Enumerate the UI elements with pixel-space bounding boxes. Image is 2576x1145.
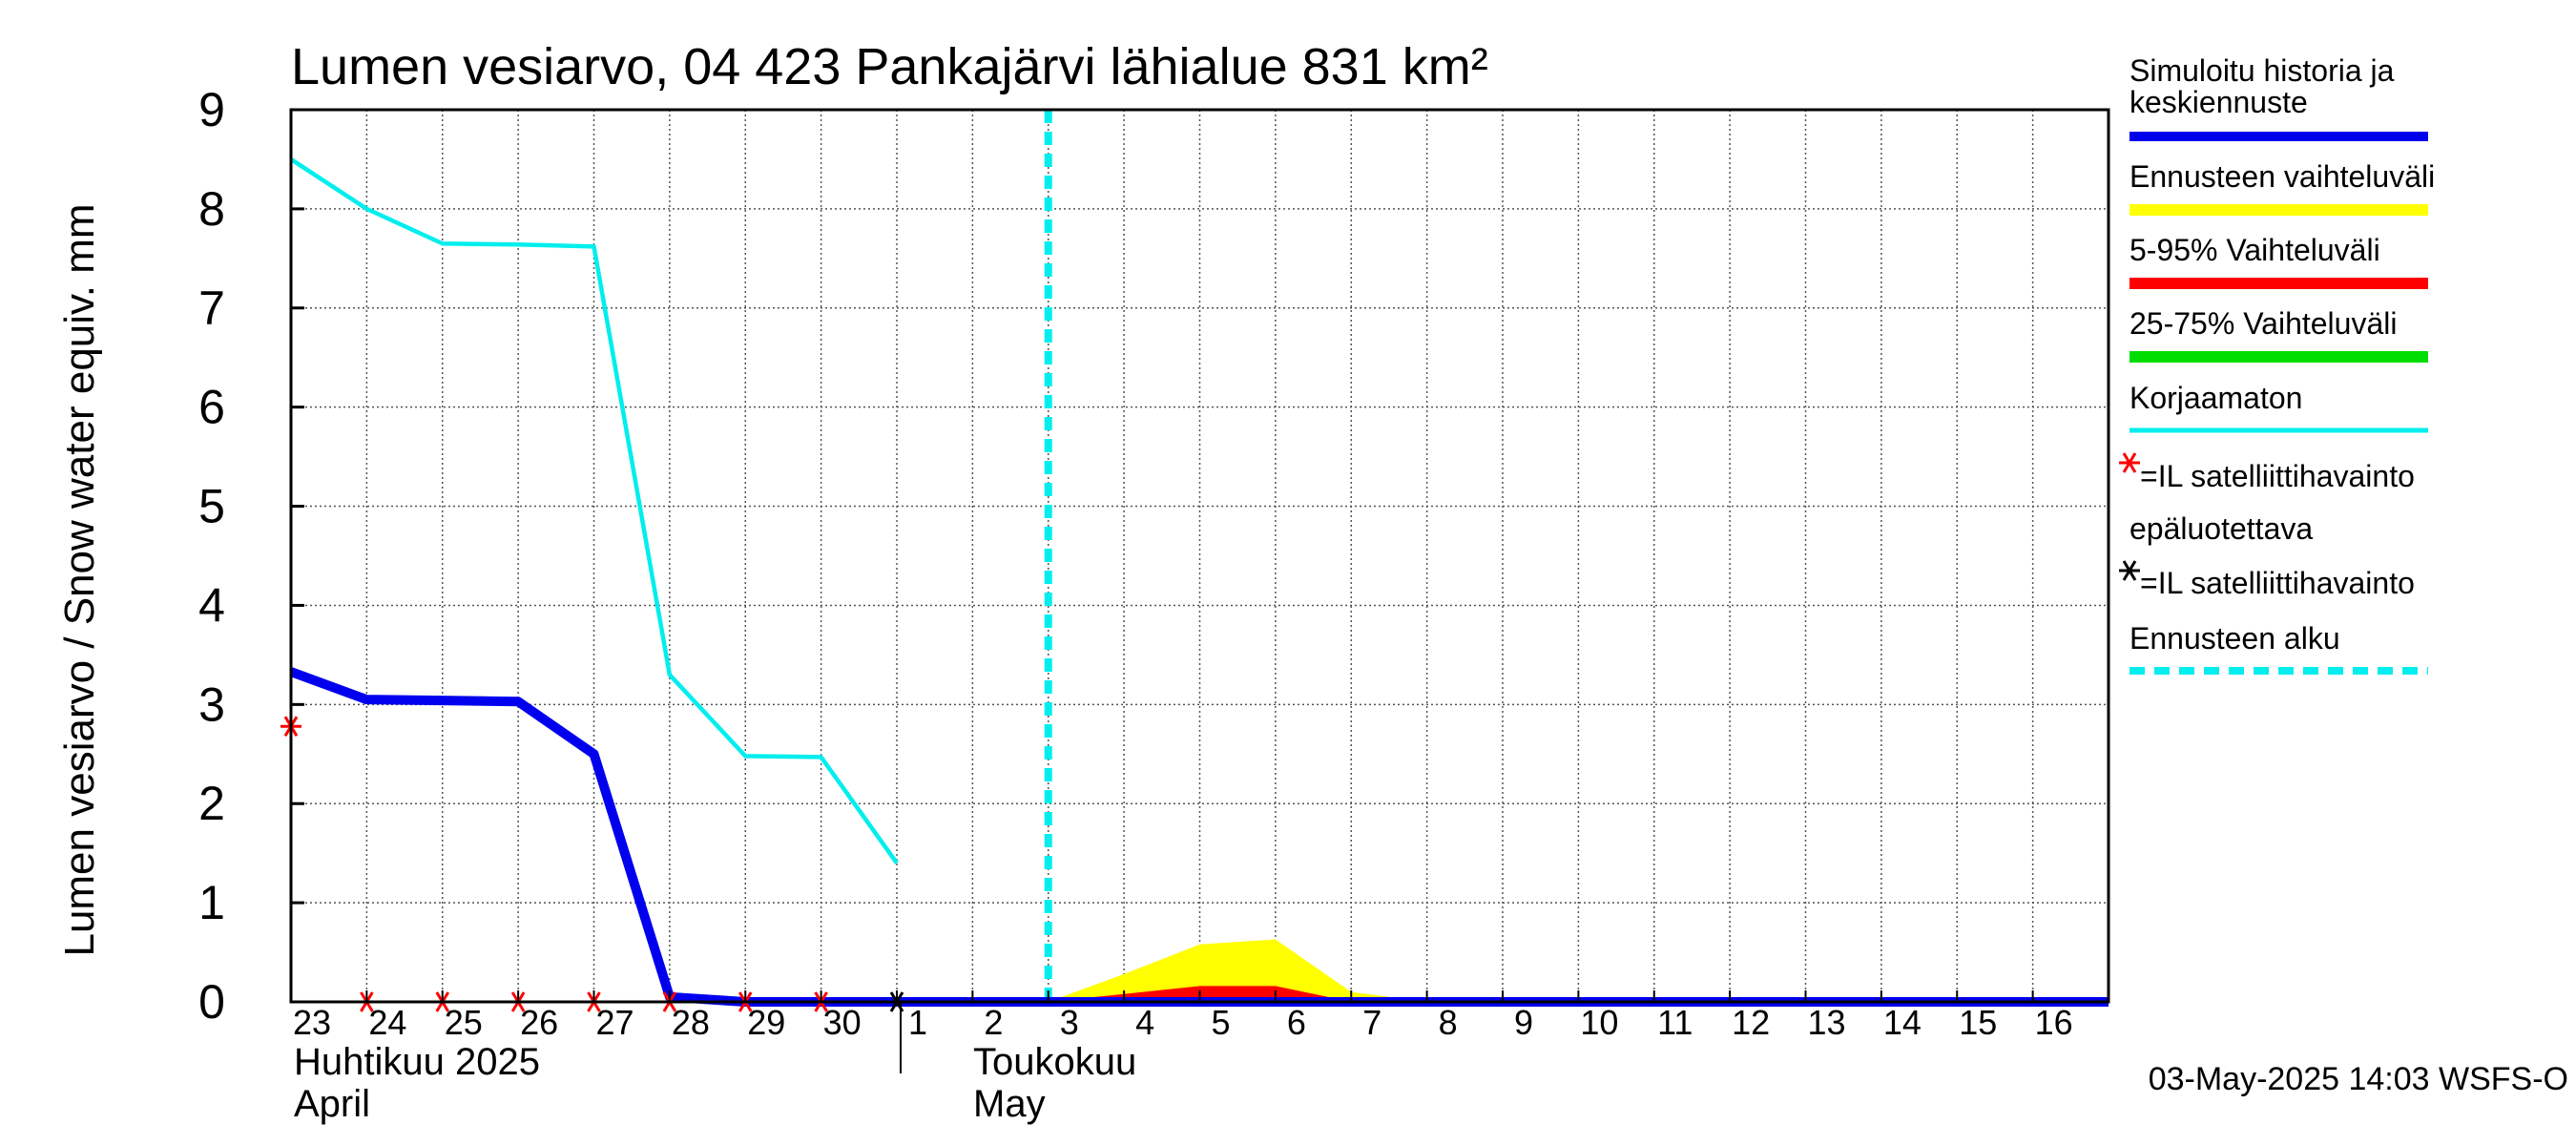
x-tick-label: 14 <box>1883 1003 1922 1042</box>
x-tick-label: 28 <box>672 1003 710 1042</box>
legend-simulated-label-1: Simuloitu historia ja <box>2129 53 2395 88</box>
y-tick-label: 3 <box>198 677 225 731</box>
legend-forecast-start-label: Ennusteen alku <box>2129 621 2340 656</box>
legend-simulated-label-2: keskiennuste <box>2129 85 2308 119</box>
x-tick-label: 23 <box>293 1003 331 1042</box>
y-tick-label: 9 <box>198 83 225 136</box>
x-tick-label: 13 <box>1807 1003 1845 1042</box>
x-tick-label: 27 <box>595 1003 634 1042</box>
y-tick-label: 0 <box>198 975 225 1029</box>
footer-timestamp: 03-May-2025 14:03 WSFS-O <box>2149 1061 2568 1097</box>
x-tick-label: 24 <box>368 1003 406 1042</box>
forecast-range-area <box>1048 939 2109 1002</box>
x-tick-label: 25 <box>445 1003 483 1042</box>
legend-satellite-obs-label: =IL satelliittihavainto <box>2140 459 2415 493</box>
legend-unreliable-label: epäluotettava <box>2129 511 2313 546</box>
legend: Simuloitu historia ja keskiennuste Ennus… <box>2119 53 2435 675</box>
legend-uncorrected-label: Korjaamaton <box>2129 381 2302 415</box>
x-tick-label: 7 <box>1362 1003 1381 1042</box>
y-tick-label: 4 <box>198 578 225 632</box>
y-axis-label: Lumen vesiarvo / Snow water equiv. mm <box>56 203 103 956</box>
x-tick-label: 1 <box>908 1003 927 1042</box>
month-label-may-en: May <box>973 1083 1046 1125</box>
x-tick-label: 11 <box>1657 1003 1693 1042</box>
x-tick-label: 10 <box>1580 1003 1618 1042</box>
x-tick-label: 9 <box>1514 1003 1533 1042</box>
chart-title: Lumen vesiarvo, 04 423 Pankajärvi lähial… <box>291 38 1488 95</box>
legend-red-star-icon <box>2119 452 2140 473</box>
legend-satellite-obs2-label: =IL satelliittihavainto <box>2140 566 2415 600</box>
y-tick-label: 5 <box>198 480 225 533</box>
legend-p5-95-label: 5-95% Vaihteluväli <box>2129 233 2380 267</box>
y-tick-label: 1 <box>198 876 225 929</box>
legend-p25-75-label: 25-75% Vaihteluväli <box>2129 306 2397 341</box>
month-label-april-fi: Huhtikuu 2025 <box>294 1041 540 1083</box>
y-tick-label: 7 <box>198 281 225 335</box>
x-tick-label: 15 <box>1959 1003 1997 1042</box>
x-tick-label: 30 <box>823 1003 862 1042</box>
x-tick-label: 12 <box>1732 1003 1770 1042</box>
x-tick-labels: 23 24 25 26 27 28 29 30 1 2 3 4 5 6 7 8 9 10 11 12 13 14 15 16 <box>290 990 2073 1042</box>
x-tick-label: 2 <box>984 1003 1003 1042</box>
x-tick-label: 4 <box>1135 1003 1154 1042</box>
x-tick-label: 29 <box>747 1003 785 1042</box>
legend-black-star-icon <box>2119 560 2140 581</box>
x-tick-label: 3 <box>1060 1003 1079 1042</box>
y-tick-label: 2 <box>198 777 225 830</box>
x-tick-label: 8 <box>1439 1003 1458 1042</box>
x-tick-label: 5 <box>1211 1003 1230 1042</box>
month-label-april-en: April <box>294 1083 370 1125</box>
legend-forecast-range-label: Ennusteen vaihteluväli <box>2129 159 2435 194</box>
x-tick-label: 6 <box>1287 1003 1306 1042</box>
uncorrected-line <box>289 157 899 864</box>
x-tick-label: 16 <box>2035 1003 2073 1042</box>
x-tick-label: 26 <box>520 1003 558 1042</box>
month-label-may-fi: Toukokuu <box>973 1041 1136 1083</box>
y-tick-label: 8 <box>198 182 225 236</box>
y-tick-labels: 0 1 2 3 4 5 6 7 8 9 <box>198 83 304 1029</box>
y-tick-label: 6 <box>198 381 225 434</box>
